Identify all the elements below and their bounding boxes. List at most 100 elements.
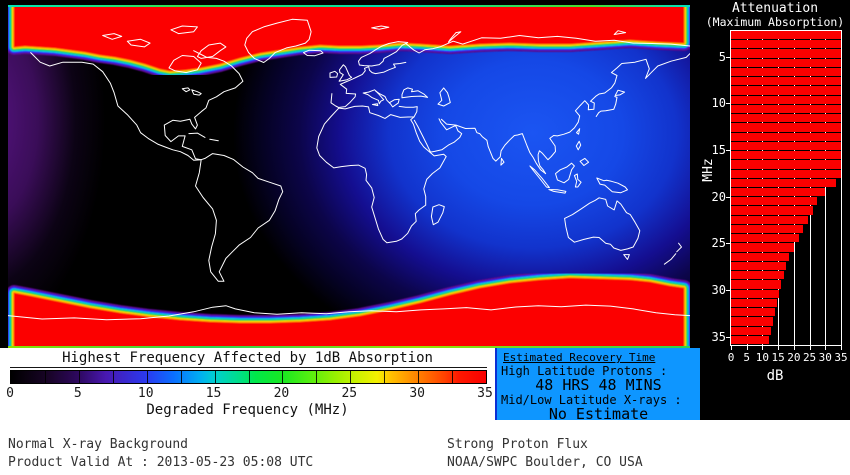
bar-row-mhz-34	[731, 326, 841, 336]
x-tick-label: 20	[787, 351, 801, 364]
attenuation-bar	[731, 114, 841, 123]
coastline	[401, 116, 447, 240]
bar-row-mhz-10	[731, 104, 841, 114]
coastline	[548, 189, 567, 194]
bar-row-mhz-19	[731, 187, 841, 197]
attenuation-bar	[731, 206, 813, 215]
bar-row-mhz-30	[731, 289, 841, 299]
attenuation-bar	[731, 86, 841, 95]
degraded-frequency-colorbar	[10, 370, 487, 384]
attenuation-bar	[731, 31, 841, 40]
bar-row-mhz-27	[731, 261, 841, 271]
map-bottom-fringe	[8, 346, 690, 348]
bar-row-mhz-20	[731, 197, 841, 206]
colorbar-title: Highest Frequency Affected by 1dB Absorp…	[62, 350, 433, 366]
coastline	[188, 132, 206, 138]
colorbar-tick-label: 20	[273, 386, 290, 401]
coastline	[371, 25, 390, 30]
attenuation-bar	[731, 58, 841, 67]
coastlines	[8, 18, 690, 321]
bar-row-mhz-12	[731, 123, 841, 132]
bar-row-mhz-26	[731, 252, 841, 262]
x-tick-mark	[793, 346, 795, 350]
y-tick-label: 10	[711, 96, 726, 111]
coastline	[338, 64, 353, 82]
source-text: NOAA/SWPC Boulder, CO USA	[447, 455, 643, 470]
bar-row-mhz-6	[731, 67, 841, 77]
coastline	[362, 89, 385, 105]
x-tick-mark	[731, 346, 732, 350]
coastline	[614, 89, 626, 96]
bar-row-mhz-28	[731, 271, 841, 280]
estimated-recovery-box: Estimated Recovery Time High Latitude Pr…	[495, 348, 700, 422]
bar-row-mhz-8	[731, 86, 841, 95]
gridline	[825, 31, 827, 345]
colorbar-tick-label: 10	[137, 386, 154, 401]
bar-row-mhz-2	[731, 31, 841, 40]
y-tick-label: 15	[711, 142, 726, 157]
colorbar-tick	[248, 371, 250, 383]
coastline	[358, 41, 409, 67]
attenuation-panel: Attenuation (Maximum Absorption) 5 10 15 20…	[700, 0, 850, 420]
bar-row-mhz-11	[731, 114, 841, 123]
attenuation-bar	[731, 141, 841, 151]
coastline	[500, 157, 505, 166]
attenuation-bar	[731, 151, 841, 160]
attenuation-bar	[731, 280, 782, 289]
coastline	[595, 96, 618, 117]
coastline	[8, 304, 690, 321]
x-tick-label: 0	[727, 351, 735, 364]
coastline	[440, 118, 547, 175]
coastline	[163, 50, 244, 161]
colorbar-tick	[316, 371, 318, 383]
bar-row-mhz-25	[731, 243, 841, 252]
attenuation-bar	[731, 252, 790, 261]
colorbar-tick	[112, 371, 114, 383]
proton-status-text: Strong Proton Flux	[447, 437, 588, 452]
product-valid-text: Product Valid At : 2013-05-23 05:08 UTC	[8, 455, 314, 470]
y-tick-label: 30	[711, 282, 726, 297]
world-absorption-map	[8, 5, 690, 348]
coastline	[372, 103, 379, 107]
attenuation-bar	[731, 123, 841, 132]
bar-row-mhz-35	[731, 335, 841, 345]
attenuation-bar	[731, 335, 770, 344]
coastline	[579, 157, 590, 166]
bar-row-mhz-24	[731, 234, 841, 243]
colorbar-tick-label: 15	[205, 386, 222, 401]
coastline	[596, 177, 628, 194]
colorbar-tick-label: 25	[341, 386, 358, 401]
attenuation-bar	[731, 169, 841, 178]
x-tick-label: 5	[743, 351, 751, 364]
coastline	[244, 18, 312, 63]
colorbar-tick	[384, 371, 386, 383]
attenuation-subtitle: (Maximum Absorption)	[705, 15, 845, 29]
coastline	[316, 107, 403, 244]
bar-row-mhz-29	[731, 280, 841, 289]
bar-row-mhz-22	[731, 215, 841, 225]
attenuation-bar	[731, 67, 841, 77]
bar-row-mhz-9	[731, 95, 841, 105]
attenuation-title: Attenuation	[731, 1, 819, 16]
bar-row-mhz-5	[731, 58, 841, 68]
colorbar-tick	[180, 371, 182, 383]
bar-row-mhz-33	[731, 317, 841, 326]
coastline	[195, 153, 284, 282]
attenuation-bar	[731, 77, 841, 86]
coastline	[303, 49, 324, 57]
bar-row-mhz-18	[731, 178, 841, 188]
y-tick-label: 25	[711, 236, 726, 251]
coastline	[126, 38, 151, 48]
y-tick-label: 20	[711, 189, 726, 204]
coastline	[430, 204, 445, 226]
attenuation-bar	[731, 224, 804, 234]
bar-row-mhz-16	[731, 160, 841, 169]
coastline	[529, 165, 550, 189]
attenuation-bar	[731, 289, 780, 298]
coastline	[405, 35, 690, 54]
coastline	[447, 31, 462, 43]
colorbar-tick-label: 0	[6, 386, 14, 401]
attenuation-bar	[731, 234, 799, 243]
y-tick-mark	[726, 336, 730, 338]
